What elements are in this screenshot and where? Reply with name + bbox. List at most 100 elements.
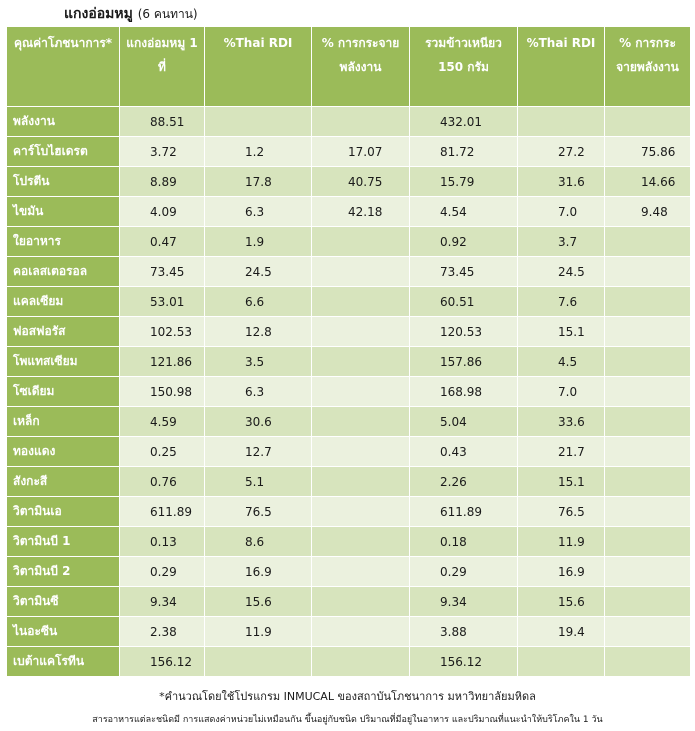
nutrient-value: 21.7	[517, 436, 605, 467]
nutrient-value	[311, 646, 410, 677]
nutrient-value	[604, 496, 691, 527]
table-row: แคลเซียม 53.01 6.6 60.51 7.6	[6, 286, 691, 317]
nutrient-value	[311, 616, 410, 647]
nutrient-value	[604, 106, 691, 137]
nutrient-value: 12.7	[204, 436, 312, 467]
table-row: ทองแดง 0.25 12.7 0.43 21.7	[6, 436, 691, 467]
table-row: วิตามินบี 2 0.29 16.9 0.29 16.9	[6, 556, 691, 587]
nutrient-value: 150.98	[119, 376, 205, 407]
nutrient-value: 0.43	[409, 436, 518, 467]
nutrient-value: 15.6	[204, 586, 312, 617]
nutrient-name: แคลเซียม	[6, 286, 120, 317]
nutrient-value	[311, 286, 410, 317]
nutrient-value: 24.5	[204, 256, 312, 287]
nutrient-value	[311, 226, 410, 257]
nutrient-value: 4.59	[119, 406, 205, 437]
table-row: ไนอะซีน 2.38 11.9 3.88 19.4	[6, 616, 691, 647]
nutrient-name: พลังงาน	[6, 106, 120, 137]
nutrient-name: วิตามินเอ	[6, 496, 120, 527]
table-header-row: คุณค่าโภชนาการ* แกงอ่อมหมู 1 ที่ %Thai R…	[6, 26, 691, 107]
nutrient-value: 76.5	[204, 496, 312, 527]
table-row: สังกะสี 0.76 5.1 2.26 15.1	[6, 466, 691, 497]
nutrient-name: สังกะสี	[6, 466, 120, 497]
nutrient-value: 17.8	[204, 166, 312, 197]
nutrient-value	[604, 406, 691, 437]
nutrient-value	[311, 556, 410, 587]
nutrient-value: 7.6	[517, 286, 605, 317]
footnote: *คำนวณโดยใช้โปรแกรม INMUCAL ของสถาบันโภช…	[159, 690, 536, 703]
nutrient-value	[311, 316, 410, 347]
nutrient-value: 6.3	[204, 376, 312, 407]
nutrient-value: 1.9	[204, 226, 312, 257]
nutrient-value	[204, 106, 312, 137]
table-row: โปรตีน 8.89 17.8 40.75 15.79 31.6 14.66	[6, 166, 691, 197]
nutrient-value: 16.9	[204, 556, 312, 587]
table-row: ใยอาหาร 0.47 1.9 0.92 3.7	[6, 226, 691, 257]
nutrient-value: 0.13	[119, 526, 205, 557]
nutrient-value	[604, 376, 691, 407]
column-header: คุณค่าโภชนาการ*	[6, 26, 120, 107]
table-row: วิตามินบี 1 0.13 8.6 0.18 11.9	[6, 526, 691, 557]
nutrient-value: 19.4	[517, 616, 605, 647]
nutrient-value: 0.29	[119, 556, 205, 587]
nutrient-value: 1.2	[204, 136, 312, 167]
nutrient-value: 120.53	[409, 316, 518, 347]
nutrient-value	[604, 436, 691, 467]
table-row: คอเลสเตอรอล 73.45 24.5 73.45 24.5	[6, 256, 691, 287]
table-row: โซเดียม 150.98 6.3 168.98 7.0	[6, 376, 691, 407]
nutrient-value: 5.04	[409, 406, 518, 437]
table-row: พลังงาน 88.51 432.01	[6, 106, 691, 137]
table-row: คาร์โบไฮเดรต 3.72 1.2 17.07 81.72 27.2 75.86	[6, 136, 691, 167]
footnote-detail: สารอาหารแต่ละชนิดมี การแสดงค่าหน่วยไม่เห…	[92, 715, 603, 725]
nutrient-value: 81.72	[409, 136, 518, 167]
nutrient-value	[604, 556, 691, 587]
nutrient-value	[604, 256, 691, 287]
nutrient-value: 24.5	[517, 256, 605, 287]
nutrient-value: 30.6	[204, 406, 312, 437]
dish-name: แกงอ่อมหมู	[64, 6, 133, 22]
nutrient-value: 33.6	[517, 406, 605, 437]
column-header: รวมข้าวเหนียว 150 กรัม	[409, 26, 518, 107]
nutrient-value	[311, 376, 410, 407]
nutrient-value: 9.34	[409, 586, 518, 617]
nutrient-value	[311, 106, 410, 137]
nutrient-value: 9.48	[604, 196, 691, 227]
nutrient-value	[517, 646, 605, 677]
nutrient-value: 75.86	[604, 136, 691, 167]
nutrient-value: 0.29	[409, 556, 518, 587]
nutrient-value	[604, 346, 691, 377]
nutrient-value: 11.9	[517, 526, 605, 557]
nutrient-value: 432.01	[409, 106, 518, 137]
nutrient-value	[311, 526, 410, 557]
nutrient-value: 31.6	[517, 166, 605, 197]
nutrient-value: 40.75	[311, 166, 410, 197]
nutrient-value	[517, 106, 605, 137]
nutrient-value: 102.53	[119, 316, 205, 347]
table-row: ไขมัน 4.09 6.3 42.18 4.54 7.0 9.48	[6, 196, 691, 227]
nutrient-value: 73.45	[409, 256, 518, 287]
nutrient-value: 3.7	[517, 226, 605, 257]
nutrient-name: โซเดียม	[6, 376, 120, 407]
nutrient-value: 611.89	[409, 496, 518, 527]
nutrient-name: เหล็ก	[6, 406, 120, 437]
nutrient-value: 0.25	[119, 436, 205, 467]
nutrient-name: โปรตีน	[6, 166, 120, 197]
nutrient-value: 0.76	[119, 466, 205, 497]
nutrient-name: วิตามินบี 2	[6, 556, 120, 587]
nutrient-value: 76.5	[517, 496, 605, 527]
nutrient-value: 88.51	[119, 106, 205, 137]
nutrient-value: 73.45	[119, 256, 205, 287]
nutrient-value: 6.6	[204, 286, 312, 317]
page-title: แกงอ่อมหมู (6 คนทาน)	[64, 3, 198, 25]
nutrient-value: 156.12	[409, 646, 518, 677]
nutrient-value: 12.8	[204, 316, 312, 347]
nutrient-name: ไขมัน	[6, 196, 120, 227]
nutrient-value	[604, 466, 691, 497]
nutrient-value	[311, 586, 410, 617]
nutrient-value: 4.5	[517, 346, 605, 377]
nutrient-name: คอเลสเตอรอล	[6, 256, 120, 287]
nutrient-value: 7.0	[517, 376, 605, 407]
nutrient-value	[311, 436, 410, 467]
nutrient-value: 4.09	[119, 196, 205, 227]
nutrient-name: วิตามินซี	[6, 586, 120, 617]
